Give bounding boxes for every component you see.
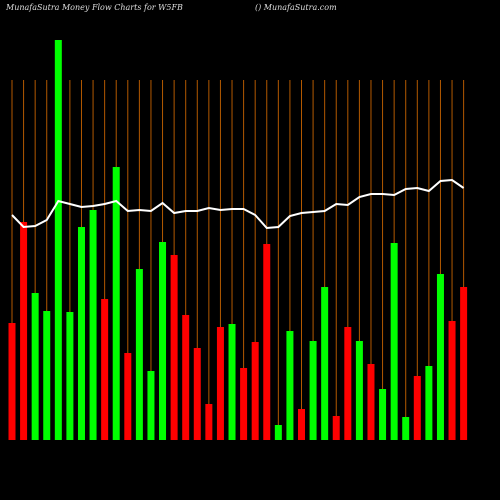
bar (205, 404, 213, 440)
bar (228, 324, 236, 440)
bar (309, 341, 317, 440)
bar (8, 323, 16, 440)
line (11, 178, 465, 230)
bar (298, 409, 305, 440)
bar (43, 311, 51, 440)
bar (193, 348, 201, 440)
chart-title: MunafaSutra Money Flow Charts for W5FB (5, 3, 183, 12)
bar (263, 244, 271, 440)
bar (436, 274, 444, 440)
bar (112, 167, 120, 440)
bar (274, 425, 282, 440)
bar (355, 341, 363, 440)
bar (425, 366, 433, 440)
bar (448, 321, 456, 440)
bar (20, 222, 28, 440)
bar (332, 416, 340, 440)
bar (367, 364, 375, 440)
bar (124, 353, 132, 440)
bar (31, 293, 39, 440)
bar (159, 242, 167, 440)
bar (344, 327, 352, 440)
bar (170, 255, 178, 440)
bar (240, 368, 248, 440)
bar (390, 243, 398, 440)
bar (101, 299, 109, 440)
bar (147, 371, 155, 440)
bar (77, 227, 85, 440)
bar (135, 269, 143, 440)
bar (460, 287, 468, 440)
bar (413, 376, 421, 440)
bar (286, 331, 294, 440)
bar (379, 389, 387, 440)
bar (182, 315, 190, 440)
bar (321, 287, 329, 440)
bar (66, 312, 74, 440)
chart-subtitle: () MunafaSutra.com (255, 3, 337, 12)
bar (89, 210, 97, 440)
bar (54, 40, 62, 440)
bar (402, 417, 410, 440)
bar (251, 342, 259, 440)
bar (216, 327, 224, 440)
